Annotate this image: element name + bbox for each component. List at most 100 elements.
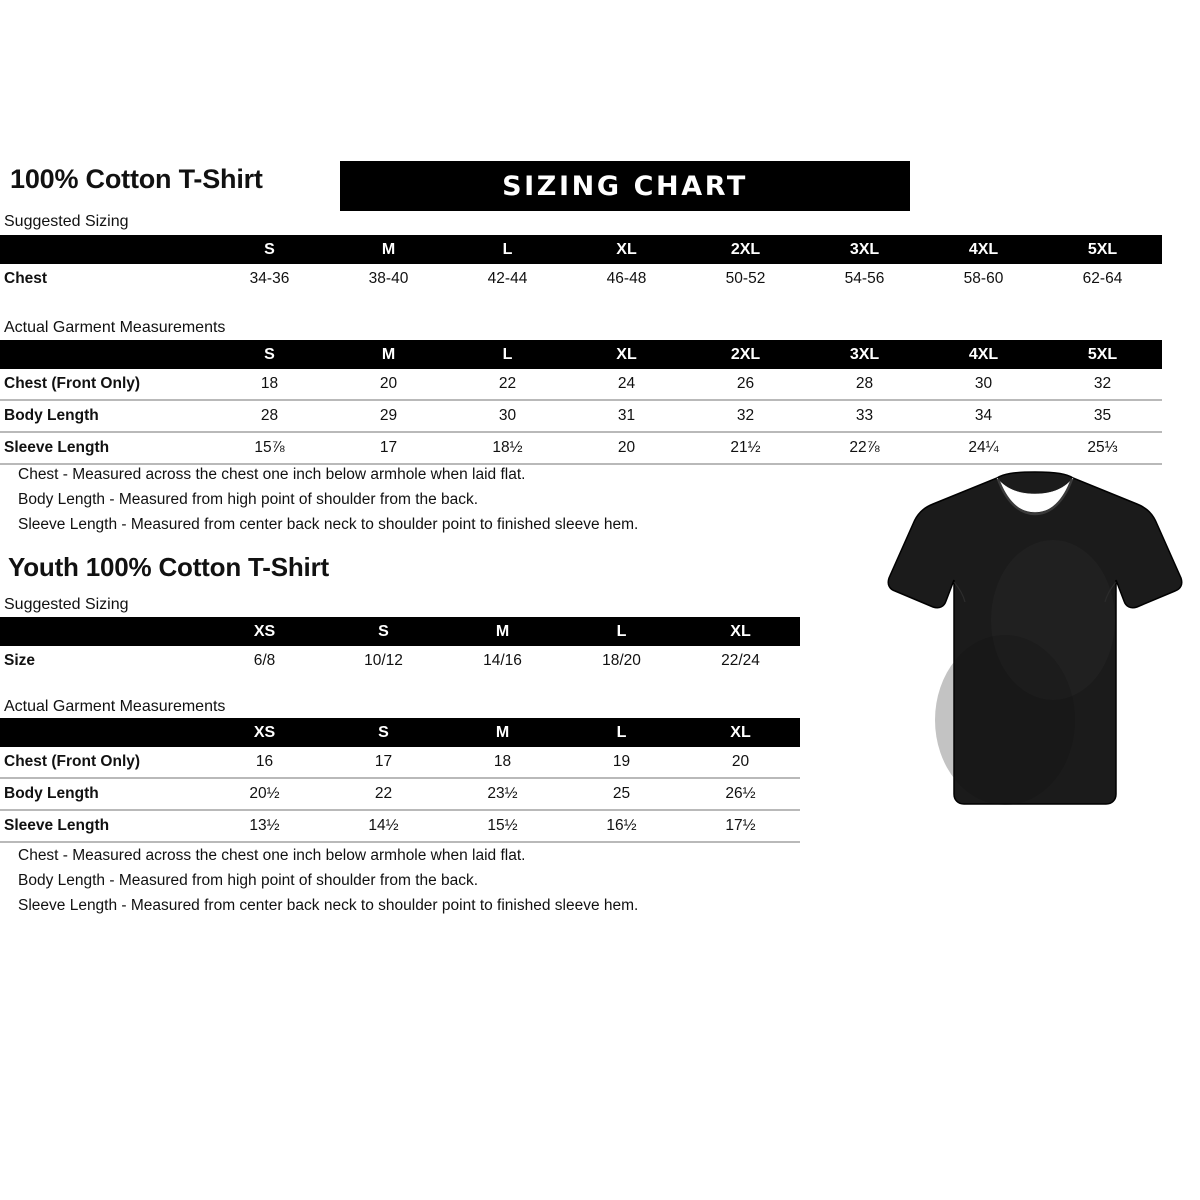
column-header-blank — [0, 718, 205, 747]
header-row: 100% Cotton T-Shirt SIZING CHART — [10, 161, 1190, 214]
cell-sleevelength-xl: 17½ — [681, 809, 800, 843]
youth-section-title: Youth 100% Cotton T-Shirt — [8, 552, 329, 582]
cell-bodylength-4xl: 34 — [924, 399, 1043, 432]
table-row: Chest 34-36 38-40 42-44 46-48 50-52 54-5… — [0, 264, 1162, 294]
t-shirt-icon — [887, 471, 1183, 805]
column-header-s: S — [210, 340, 329, 369]
adult-actual-measurements-table: S M L XL 2XL 3XL 4XL 5XL Chest (Front On… — [0, 340, 1162, 465]
cell-chest-l: 42-44 — [448, 264, 567, 294]
note-chest: Chest - Measured across the chest one in… — [18, 847, 526, 864]
sizing-chart-banner: SIZING CHART — [340, 161, 910, 211]
youth-actual-caption: Actual Garment Measurements — [4, 698, 226, 715]
cell-chestfront-2xl: 26 — [686, 369, 805, 400]
cell-sleevelength-4xl: 24¼ — [924, 431, 1043, 465]
cell-chest-4xl: 58-60 — [924, 264, 1043, 294]
row-label-chest-front-only: Chest (Front Only) — [0, 369, 210, 400]
column-header-4xl: 4XL — [924, 235, 1043, 264]
table-row: Sleeve Length 15⅞ 17 18½ 20 21½ 22⅞ 24¼ … — [0, 431, 1162, 465]
adult-suggested-caption: Suggested Sizing — [4, 213, 129, 230]
cell-bodylength-m: 23½ — [443, 777, 562, 810]
cell-chest-2xl: 50-52 — [686, 264, 805, 294]
youth-suggested-sizing-table: XS S M L XL Size 6/8 10/12 14/16 18/20 2… — [0, 617, 800, 676]
row-label-body-length: Body Length — [0, 399, 210, 432]
column-header-m: M — [443, 617, 562, 646]
note-chest: Chest - Measured across the chest one in… — [18, 466, 526, 483]
cell-sleevelength-l: 18½ — [448, 431, 567, 465]
cell-sleevelength-5xl: 25⅓ — [1043, 431, 1162, 465]
cell-sleevelength-m: 17 — [329, 431, 448, 465]
cell-size-l: 18/20 — [562, 646, 681, 676]
column-header-5xl: 5XL — [1043, 340, 1162, 369]
cell-size-xl: 22/24 — [681, 646, 800, 676]
column-header-l: L — [448, 340, 567, 369]
column-header-3xl: 3XL — [805, 235, 924, 264]
column-header-l: L — [562, 617, 681, 646]
cell-bodylength-3xl: 33 — [805, 399, 924, 432]
column-header-blank — [0, 617, 205, 646]
table-header-row: S M L XL 2XL 3XL 4XL 5XL — [0, 235, 1162, 264]
column-header-5xl: 5XL — [1043, 235, 1162, 264]
youth-measurement-notes: Chest - Measured across the chest one in… — [18, 843, 638, 918]
cell-bodylength-s: 28 — [210, 399, 329, 432]
cell-chest-m: 38-40 — [329, 264, 448, 294]
cell-chest-5xl: 62-64 — [1043, 264, 1162, 294]
cell-chestfront-l: 19 — [562, 747, 681, 778]
cell-sleevelength-xs: 13½ — [205, 809, 324, 843]
column-header-xs: XS — [205, 617, 324, 646]
cell-size-xs: 6/8 — [205, 646, 324, 676]
cell-chestfront-4xl: 30 — [924, 369, 1043, 400]
cell-chestfront-3xl: 28 — [805, 369, 924, 400]
note-body-length: Body Length - Measured from high point o… — [18, 872, 479, 889]
cell-bodylength-s: 22 — [324, 777, 443, 810]
column-header-m: M — [443, 718, 562, 747]
cell-chestfront-s: 18 — [210, 369, 329, 400]
column-header-s: S — [324, 718, 443, 747]
column-header-s: S — [324, 617, 443, 646]
youth-actual-measurements-table: XS S M L XL Chest (Front Only) 16 17 18 … — [0, 718, 800, 843]
column-header-l: L — [448, 235, 567, 264]
table-row: Chest (Front Only) 16 17 18 19 20 — [0, 747, 800, 778]
cell-sleevelength-l: 16½ — [562, 809, 681, 843]
cell-size-s: 10/12 — [324, 646, 443, 676]
column-header-xl: XL — [567, 340, 686, 369]
cell-chestfront-xl: 24 — [567, 369, 686, 400]
cell-sleevelength-3xl: 22⅞ — [805, 431, 924, 465]
table-row: Body Length 28 29 30 31 32 33 34 35 — [0, 399, 1162, 432]
cell-bodylength-2xl: 32 — [686, 399, 805, 432]
cell-chestfront-m: 20 — [329, 369, 448, 400]
cell-bodylength-m: 29 — [329, 399, 448, 432]
row-label-chest: Chest — [0, 264, 210, 294]
cell-sleevelength-2xl: 21½ — [686, 431, 805, 465]
t-shirt-image — [885, 470, 1185, 810]
column-header-l: L — [562, 718, 681, 747]
column-header-xl: XL — [681, 718, 800, 747]
adult-actual-caption: Actual Garment Measurements — [4, 319, 226, 336]
column-header-xl: XL — [567, 235, 686, 264]
adult-suggested-sizing-table: S M L XL 2XL 3XL 4XL 5XL Chest 34-36 38-… — [0, 235, 1162, 294]
youth-suggested-caption: Suggested Sizing — [4, 596, 129, 613]
cell-bodylength-xs: 20½ — [205, 777, 324, 810]
cell-chest-s: 34-36 — [210, 264, 329, 294]
cell-chestfront-xl: 20 — [681, 747, 800, 778]
column-header-m: M — [329, 340, 448, 369]
column-header-blank — [0, 235, 210, 264]
cell-bodylength-xl: 26½ — [681, 777, 800, 810]
cell-sleevelength-m: 15½ — [443, 809, 562, 843]
cell-chestfront-l: 22 — [448, 369, 567, 400]
row-label-sleeve-length: Sleeve Length — [0, 809, 205, 843]
column-header-s: S — [210, 235, 329, 264]
cell-chest-xl: 46-48 — [567, 264, 686, 294]
row-label-body-length: Body Length — [0, 777, 205, 810]
column-header-4xl: 4XL — [924, 340, 1043, 369]
table-header-row: S M L XL 2XL 3XL 4XL 5XL — [0, 340, 1162, 369]
cell-sleevelength-xl: 20 — [567, 431, 686, 465]
table-header-row: XS S M L XL — [0, 718, 800, 747]
table-row: Size 6/8 10/12 14/16 18/20 22/24 — [0, 646, 800, 676]
column-header-m: M — [329, 235, 448, 264]
column-header-3xl: 3XL — [805, 340, 924, 369]
note-sleeve-length: Sleeve Length - Measured from center bac… — [18, 516, 639, 533]
table-header-row: XS S M L XL — [0, 617, 800, 646]
cell-chestfront-s: 17 — [324, 747, 443, 778]
cell-bodylength-l: 25 — [562, 777, 681, 810]
cell-chestfront-5xl: 32 — [1043, 369, 1162, 400]
